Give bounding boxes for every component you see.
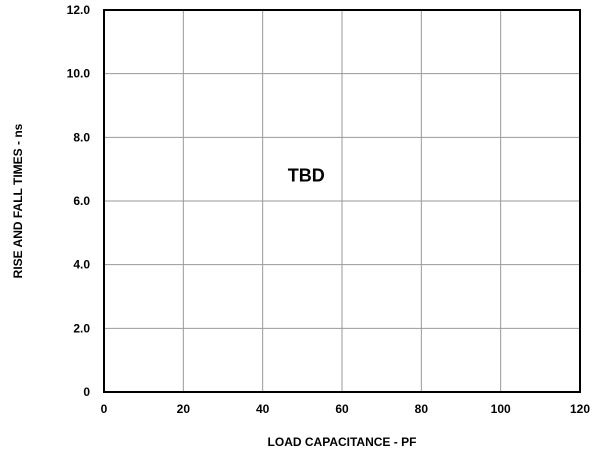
y-tick-label: 6.0: [73, 194, 90, 208]
x-tick-label: 0: [101, 402, 108, 416]
y-tick-label: 10.0: [67, 67, 91, 81]
y-axis-label: RISE AND FALL TIMES - ns: [11, 123, 25, 278]
y-tick-labels: 0 2.0 4.0 6.0 8.0 10.0 12.0: [67, 3, 91, 399]
x-axis-label: LOAD CAPACITANCE - PF: [268, 435, 417, 449]
x-tick-label: 100: [491, 402, 511, 416]
x-tick-labels: 0 20 40 60 80 100 120: [101, 402, 591, 416]
x-tick-label: 60: [335, 402, 349, 416]
y-tick-label: 8.0: [73, 130, 90, 144]
y-tick-label: 0: [83, 385, 90, 399]
y-tick-label: 4.0: [73, 258, 90, 272]
x-tick-label: 80: [415, 402, 429, 416]
annotations: TBD: [288, 166, 325, 186]
y-tick-label: 2.0: [73, 321, 90, 335]
annotation-text: TBD: [288, 166, 325, 186]
x-tick-label: 120: [570, 402, 590, 416]
plot-frame: [103, 9, 581, 393]
y-tick-label: 12.0: [67, 3, 91, 17]
x-tick-label: 20: [177, 402, 191, 416]
grid: [104, 10, 580, 392]
x-tick-label: 40: [256, 402, 270, 416]
